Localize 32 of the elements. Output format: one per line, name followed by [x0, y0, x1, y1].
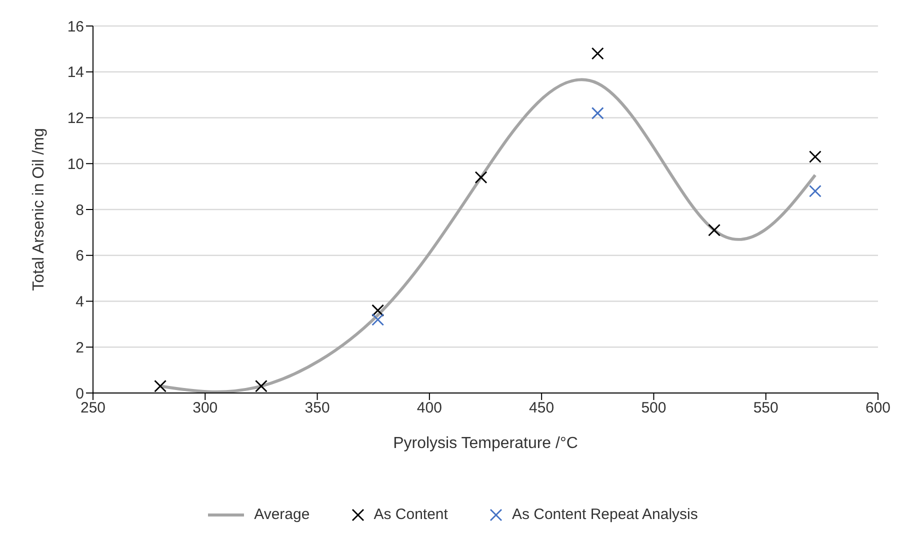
x-axis-title: Pyrolysis Temperature /°C [393, 435, 578, 452]
y-tick-label: 6 [76, 248, 84, 265]
y-tick-label: 8 [76, 202, 84, 219]
point [591, 106, 604, 120]
y-tick-label: 12 [67, 110, 84, 128]
y-tick-label: 4 [76, 294, 84, 311]
x-tick-label: 300 [192, 400, 218, 417]
y-tick-label: 10 [67, 156, 84, 173]
x-tick-label: 500 [641, 400, 666, 417]
point [591, 47, 604, 60]
point [808, 184, 822, 198]
point [708, 224, 721, 236]
point [372, 313, 384, 326]
legend-label: As Content Repeat Analysis [512, 506, 698, 523]
point [372, 304, 384, 317]
x-tick-label: 450 [529, 400, 554, 417]
y-tick-label: 14 [67, 64, 84, 82]
x-tick-label: 250 [80, 400, 106, 417]
y-tick-label: 2 [76, 339, 84, 356]
legend-label: As Content [374, 506, 448, 523]
point [808, 150, 822, 163]
point [254, 380, 268, 392]
point [474, 171, 488, 184]
point [154, 380, 167, 392]
x-tick-label: 400 [416, 400, 442, 417]
x-tick-label: 550 [753, 400, 778, 417]
y-axis-title: Total Arsenic in Oil /mg [30, 128, 48, 291]
x-tick-label: 600 [865, 400, 891, 417]
y-tick-label: 16 [67, 18, 84, 36]
legend-label: Average [254, 506, 310, 523]
y-tick-label: 0 [76, 385, 84, 402]
x-tick-label: 350 [304, 400, 330, 417]
